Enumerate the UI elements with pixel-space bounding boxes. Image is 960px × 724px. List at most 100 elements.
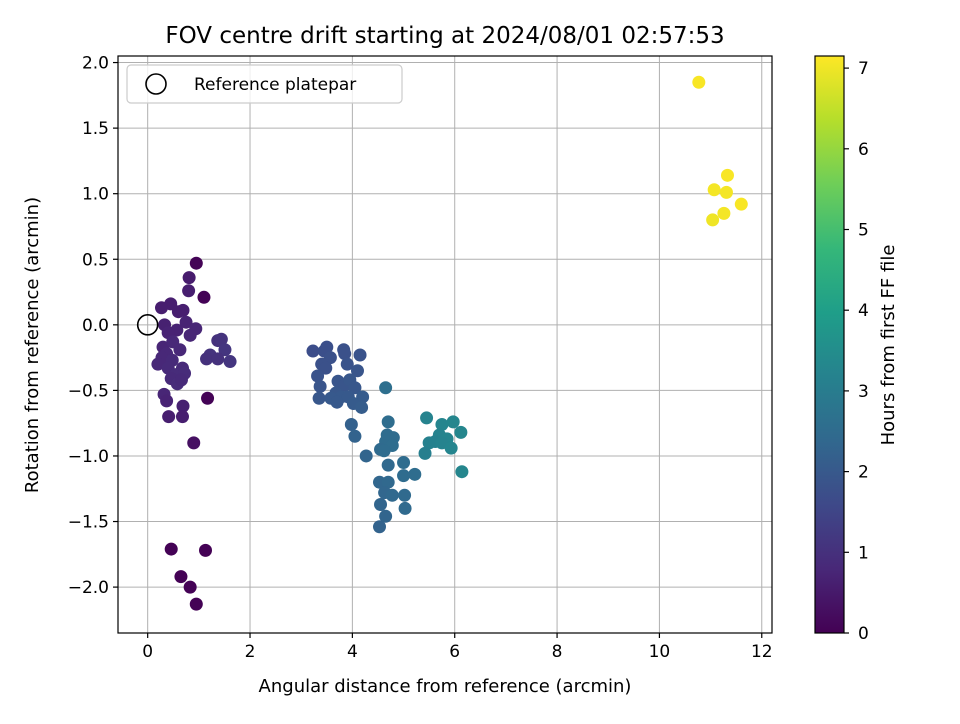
x-tick-label: 4 [347,642,358,662]
y-tick-label: −1.5 [68,513,109,533]
scatter-point [455,465,469,479]
scatter-point [176,303,190,317]
legend-marker [145,73,167,95]
scatter-point [408,467,422,481]
scatter-point [348,429,362,443]
x-tick-label: 6 [449,642,460,662]
scatter-point [179,315,193,329]
scatter-point [444,441,458,455]
scatter-point [320,340,334,354]
scatter-point [381,475,395,489]
scatter-point [162,410,176,424]
scatter-point [720,168,734,182]
scatter-point [199,543,213,557]
scatter-point [377,444,391,458]
scatter-point [175,410,189,424]
scatter-point [218,343,232,357]
scatter-point [312,391,326,405]
scatter-point [182,284,196,298]
scatter-point [187,436,201,450]
scatter-point [420,411,434,425]
scatter-point [397,469,411,483]
scatter-point [379,381,393,395]
scatter-point [154,301,168,315]
scatter-point [359,449,373,463]
scatter-point [707,183,721,197]
scatter-point [355,400,369,414]
scatter-point [706,213,720,227]
scatter-point [223,355,237,369]
reference-platepar-marker [136,314,159,336]
y-tick-label: 2.0 [82,54,109,74]
scatter-point [176,399,190,413]
colorbar-tick-label: 1 [858,543,869,563]
scatter-point [174,373,188,387]
scatter-point [379,509,393,523]
scatter-point [398,488,412,502]
scatter-point [734,197,748,211]
y-axis-label: Rotation from reference (arcmin) [22,197,43,493]
scatter-point [311,369,325,383]
chart-title: FOV centre drift starting at 2024/08/01 … [165,23,724,49]
y-tick-label: −0.5 [68,381,109,401]
scatter-point [160,394,174,408]
scatter-point [330,395,344,409]
y-tick-label: 1.0 [82,185,109,205]
colorbar-tick-label: 2 [858,463,869,483]
plot-frame [117,55,773,634]
scatter-point [211,352,225,366]
scatter-point [201,391,215,405]
colorbar-tick-label: 5 [858,221,869,241]
scatter-point [340,357,354,371]
axis-ticks: 0 2 4 6 8 10 12 −2.0 −1.5 −1.0 −0.5 0.0 0.5 1.0 1.5 2.0 [68,54,773,662]
legend-entry-label: Reference platepar [194,75,356,95]
x-tick-label: 0 [142,642,153,662]
colorbar-ticks: 0 1 2 3 4 5 6 7 [844,59,869,644]
scatter-point [385,488,399,502]
scatter-point [372,520,386,534]
scatter-point [183,580,197,594]
scatter-point [397,456,411,470]
grid-lines [118,56,772,633]
scatter-point [306,344,320,358]
scatter-point [183,328,197,342]
scatter-point [189,597,203,611]
scatter-point [313,379,327,393]
scatter-point [398,501,412,515]
scatter-point [717,206,731,220]
legend: Reference platepar [126,64,403,104]
scatter-point [454,425,468,439]
colorbar [814,55,845,634]
x-tick-label: 2 [245,642,256,662]
y-tick-label: 0.0 [82,316,109,336]
colorbar-label: Hours from first FF file [878,245,899,446]
scatter-point [197,290,211,304]
colorbar-tick-label: 7 [858,59,869,79]
scatter-point [381,458,395,472]
scatter-point [174,570,188,584]
scatter-point [350,364,364,378]
legend-box [126,64,403,104]
colorbar-tick-label: 6 [858,140,869,160]
scatter-point [200,352,214,366]
scatter-point [151,357,165,371]
scatter-point [173,343,187,357]
scatter-point [344,417,358,431]
colorbar-tick-label: 4 [858,301,869,321]
scatter-point [381,415,395,429]
scatter-point [164,542,178,556]
scatter-point [338,347,352,361]
scatter-point [182,271,196,285]
scatter-point [353,348,367,362]
colorbar-tick-label: 0 [858,624,869,644]
scatter-point [356,390,370,404]
scatter-point [446,415,460,429]
y-tick-label: 0.5 [82,250,109,270]
scatter-point [319,361,333,375]
x-tick-label: 10 [649,642,671,662]
x-axis-label: Angular distance from reference (arcmin) [259,676,632,697]
x-tick-label: 8 [552,642,563,662]
scatter-point [374,497,388,511]
